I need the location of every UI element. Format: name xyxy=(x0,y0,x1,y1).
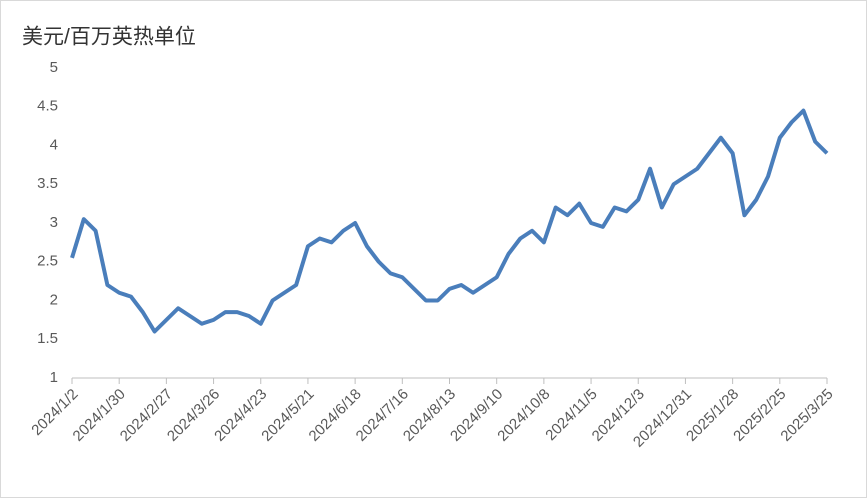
y-tick-label: 5 xyxy=(50,59,58,76)
y-tick-label: 1 xyxy=(50,369,58,386)
y-tick-label: 4 xyxy=(50,136,58,153)
data-line xyxy=(70,108,829,334)
y-tick-label: 2 xyxy=(50,291,58,308)
y-tick-label: 1.5 xyxy=(37,330,58,347)
y-tick-label: 3.5 xyxy=(37,175,58,192)
chart-title: 美元/百万英热单位 xyxy=(22,26,196,49)
y-tick-label: 4.5 xyxy=(37,98,58,115)
y-tick-label: 3 xyxy=(50,214,58,231)
y-tick-label: 2.5 xyxy=(37,253,58,270)
